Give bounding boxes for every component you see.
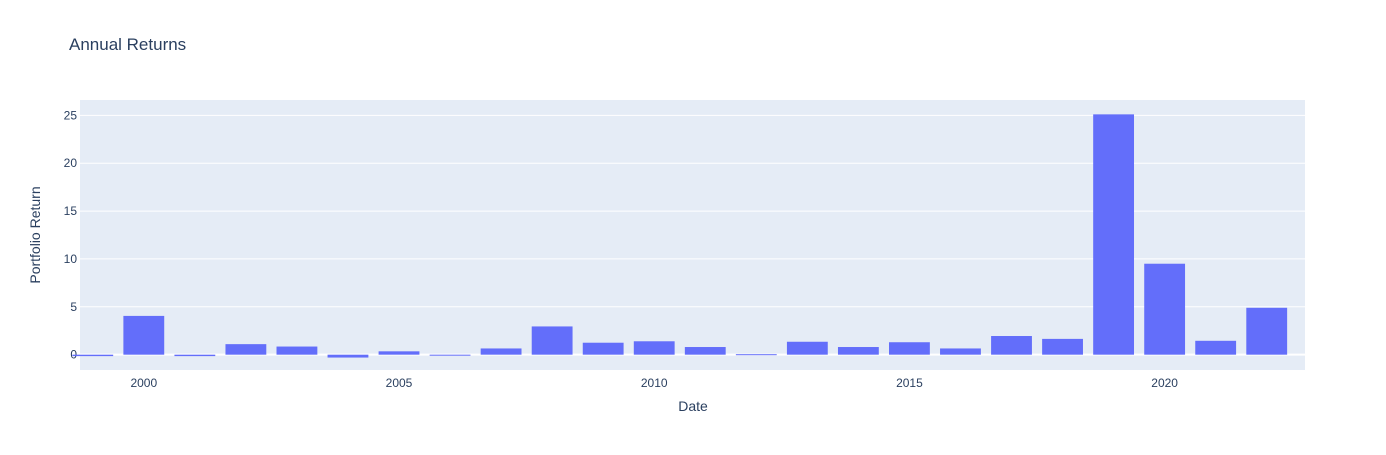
x-tick-labels: 2000 2005 2010 2015 2020 <box>130 376 1178 390</box>
chart-title: Annual Returns <box>69 35 186 54</box>
bars <box>72 114 1288 358</box>
x-tick-label: 2010 <box>641 376 668 390</box>
x-tick-label: 2020 <box>1151 376 1178 390</box>
y-tick-label: 15 <box>64 204 78 218</box>
bar-2012[interactable] <box>735 354 777 356</box>
bar-2021[interactable] <box>1195 340 1237 355</box>
bar-2005[interactable] <box>378 351 420 355</box>
bar-2006[interactable] <box>429 354 471 356</box>
bar-2008[interactable] <box>531 326 573 355</box>
y-axis-label: Portfolio Return <box>27 186 43 283</box>
x-tick-label: 2005 <box>386 376 413 390</box>
y-tick-label: 20 <box>64 156 78 170</box>
bar-2018[interactable] <box>1042 338 1083 355</box>
bar-2017[interactable] <box>991 336 1032 355</box>
bar-2011[interactable] <box>684 347 726 355</box>
y-tick-label: 25 <box>64 108 78 122</box>
bar-2007[interactable] <box>480 348 522 355</box>
x-tick-label: 2000 <box>130 376 157 390</box>
bar-2003[interactable] <box>276 346 318 355</box>
bar-2009[interactable] <box>582 342 624 355</box>
y-tick-label: 10 <box>64 252 78 266</box>
bar-2001[interactable] <box>174 354 216 357</box>
x-tick-label: 2015 <box>896 376 923 390</box>
bar-2019[interactable] <box>1093 114 1135 355</box>
bar-2002[interactable] <box>225 344 267 355</box>
bar-2022[interactable] <box>1246 307 1288 355</box>
bar-2000[interactable] <box>123 315 165 355</box>
bar-2015[interactable] <box>889 342 930 355</box>
bar-2004[interactable] <box>327 354 369 358</box>
bar-2016[interactable] <box>940 348 981 355</box>
bar-2020[interactable] <box>1144 263 1186 355</box>
bar-2014[interactable] <box>837 347 879 355</box>
y-tick-labels: 0510152025 <box>64 108 78 361</box>
bar-2010[interactable] <box>633 341 675 355</box>
bar-1999[interactable] <box>72 354 114 357</box>
y-tick-label: 5 <box>70 300 77 314</box>
x-axis-label: Date <box>678 398 708 414</box>
bar-2013[interactable] <box>786 341 828 355</box>
